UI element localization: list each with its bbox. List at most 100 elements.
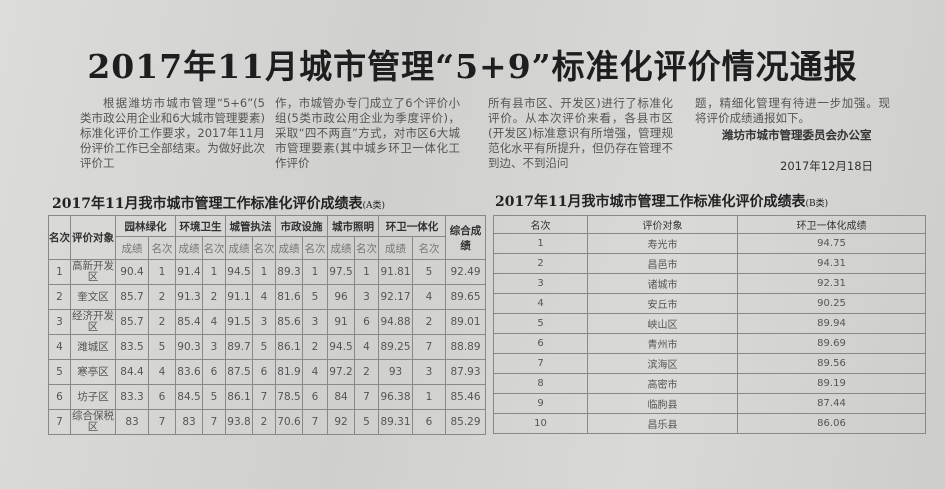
value-cell: 91.4 bbox=[175, 259, 203, 285]
header-score: 环卫一体化成绩 bbox=[737, 215, 926, 234]
value-cell: 89.7 bbox=[225, 334, 253, 360]
value-cell: 7 bbox=[252, 384, 276, 410]
value-cell: 1 bbox=[252, 259, 276, 285]
subheader-score: 成绩 bbox=[327, 236, 355, 260]
score-cell: 89.56 bbox=[737, 353, 926, 374]
rank-cell: 1 bbox=[493, 233, 588, 254]
table-row: 3 经济开发区 85.7 2 85.4 4 91.5 3 85.6 3 91 6 94.88 2 89.01 bbox=[48, 309, 486, 335]
object-cell: 青州市 bbox=[587, 333, 738, 354]
total-cell: 92.49 bbox=[445, 259, 486, 285]
value-cell: 5 bbox=[302, 284, 328, 310]
rank-cell: 9 bbox=[493, 393, 588, 414]
value-cell: 5 bbox=[252, 334, 276, 360]
table-a-title: 2017年11月我市城市管理工作标准化评价成绩表(A类) bbox=[52, 196, 385, 212]
table-row: 3 诸城市 92.31 bbox=[493, 273, 926, 294]
score-cell: 89.69 bbox=[737, 333, 926, 354]
value-cell: 91.81 bbox=[378, 259, 413, 285]
subheader-score: 成绩 bbox=[115, 236, 149, 260]
value-cell: 7 bbox=[302, 409, 328, 435]
value-cell: 6 bbox=[354, 309, 379, 335]
table-row: 6 青州市 89.69 bbox=[493, 333, 926, 354]
value-cell: 96 bbox=[327, 284, 355, 310]
subheader-rank: 名次 bbox=[148, 236, 176, 260]
total-cell: 85.29 bbox=[445, 409, 486, 435]
value-cell: 89.25 bbox=[378, 334, 413, 360]
score-cell: 94.75 bbox=[737, 233, 926, 254]
value-cell: 2 bbox=[148, 284, 176, 310]
subheader-rank: 名次 bbox=[252, 236, 276, 260]
table-row: 2 奎文区 85.7 2 91.3 2 91.1 4 81.6 5 96 3 92.17 4 89.65 bbox=[48, 284, 486, 310]
table-row: 8 高密市 89.19 bbox=[493, 373, 926, 394]
body-column-1: 根据潍坊市城市管理“5+6”(5类市政公用企业和6大城市管理要素)标准化评价工作… bbox=[80, 96, 265, 170]
header-object: 评价对象 bbox=[70, 215, 116, 260]
value-cell: 89.3 bbox=[275, 259, 303, 285]
total-cell: 88.89 bbox=[445, 334, 486, 360]
value-cell: 6 bbox=[302, 384, 328, 410]
rank-cell: 1 bbox=[48, 259, 71, 285]
score-cell: 94.31 bbox=[737, 253, 926, 274]
value-cell: 81.9 bbox=[275, 359, 303, 385]
object-cell: 昌邑市 bbox=[587, 253, 738, 274]
value-cell: 81.6 bbox=[275, 284, 303, 310]
value-cell: 91.3 bbox=[175, 284, 203, 310]
signature: 潍坊市城市管理委员会办公室 bbox=[722, 128, 872, 142]
table-a: 名次 评价对象 园林绿化 环境卫生 城管执法 市政设施 城市照明 环卫一体化 综… bbox=[48, 215, 486, 435]
value-cell: 3 bbox=[354, 284, 379, 310]
value-cell: 4 bbox=[412, 284, 446, 310]
header-group: 园林绿化 bbox=[115, 215, 176, 237]
body-column-2: 作，市城管办专门成立了6个评价小组(5类市政公用企业为季度评价)，采取“四不两直… bbox=[275, 96, 460, 170]
subheader-rank: 名次 bbox=[412, 236, 446, 260]
rank-cell: 10 bbox=[493, 413, 588, 434]
object-cell: 综合保税区 bbox=[70, 409, 116, 435]
table-row: 6 坊子区 83.3 6 84.5 5 86.1 7 78.5 6 84 7 96.38 1 85.46 bbox=[48, 384, 486, 410]
value-cell: 89.31 bbox=[378, 409, 413, 435]
score-cell: 87.44 bbox=[737, 393, 926, 414]
value-cell: 2 bbox=[148, 309, 176, 335]
value-cell: 83.3 bbox=[115, 384, 149, 410]
value-cell: 90.4 bbox=[115, 259, 149, 285]
value-cell: 1 bbox=[354, 259, 379, 285]
rank-cell: 4 bbox=[48, 334, 71, 360]
value-cell: 94.88 bbox=[378, 309, 413, 335]
score-cell: 89.19 bbox=[737, 373, 926, 394]
object-cell: 潍城区 bbox=[70, 334, 116, 360]
headline: 2017年11月城市管理“5+9”标准化评价情况通报 bbox=[87, 47, 858, 86]
rank-cell: 7 bbox=[493, 353, 588, 374]
value-cell: 4 bbox=[302, 359, 328, 385]
value-cell: 94.5 bbox=[327, 334, 355, 360]
table-b-title: 2017年11月我市城市管理工作标准化评价成绩表(B类) bbox=[495, 194, 829, 210]
rank-cell: 3 bbox=[493, 273, 588, 294]
object-cell: 诸城市 bbox=[587, 273, 738, 294]
value-cell: 1 bbox=[412, 384, 446, 410]
body-column-4: 题，精细化管理有待进一步加强。现将评价成绩通报如下。 bbox=[695, 96, 890, 125]
value-cell: 94.5 bbox=[225, 259, 253, 285]
value-cell: 3 bbox=[202, 334, 226, 360]
value-cell: 3 bbox=[302, 309, 328, 335]
value-cell: 4 bbox=[354, 334, 379, 360]
total-cell: 89.65 bbox=[445, 284, 486, 310]
value-cell: 86.1 bbox=[275, 334, 303, 360]
rank-cell: 7 bbox=[48, 409, 71, 435]
value-cell: 4 bbox=[252, 284, 276, 310]
value-cell: 3 bbox=[252, 309, 276, 335]
header-group: 环境卫生 bbox=[175, 215, 226, 237]
table-row: 10 昌乐县 86.06 bbox=[493, 413, 926, 434]
value-cell: 83.6 bbox=[175, 359, 203, 385]
header-total: 综合成绩 bbox=[445, 215, 486, 260]
total-cell: 87.93 bbox=[445, 359, 486, 385]
value-cell: 84.4 bbox=[115, 359, 149, 385]
value-cell: 5 bbox=[148, 334, 176, 360]
value-cell: 84.5 bbox=[175, 384, 203, 410]
subheader-score: 成绩 bbox=[378, 236, 413, 260]
rank-cell: 4 bbox=[493, 293, 588, 314]
table-row: 7 综合保税区 83 7 83 7 93.8 2 70.6 7 92 5 89.31 6 85.29 bbox=[48, 409, 486, 435]
value-cell: 5 bbox=[412, 259, 446, 285]
value-cell: 1 bbox=[302, 259, 328, 285]
object-cell: 昌乐县 bbox=[587, 413, 738, 434]
value-cell: 7 bbox=[202, 409, 226, 435]
value-cell: 92 bbox=[327, 409, 355, 435]
header-group: 环卫一体化 bbox=[378, 215, 446, 237]
rank-cell: 6 bbox=[493, 333, 588, 354]
value-cell: 5 bbox=[354, 409, 379, 435]
score-cell: 90.25 bbox=[737, 293, 926, 314]
